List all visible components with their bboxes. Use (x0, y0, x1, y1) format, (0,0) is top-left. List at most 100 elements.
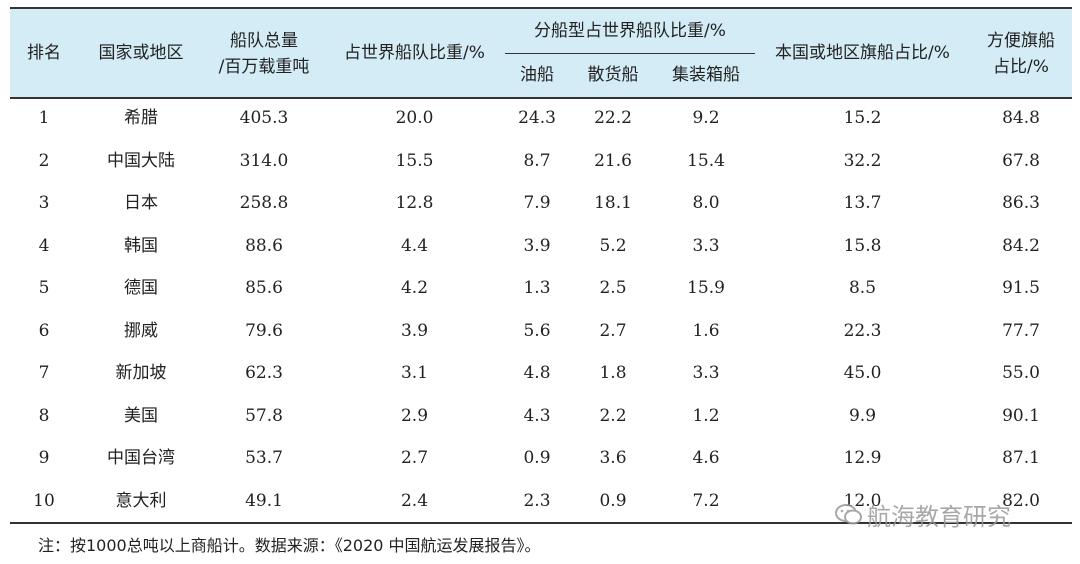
header-foc-line1: 方便旗船 (987, 31, 1055, 51)
cell-oil: 0.9 (523, 448, 551, 468)
header-foc-line2: 占比/% (993, 57, 1049, 77)
wechat-icon (835, 503, 863, 533)
table-row: 5 德国 85.6 4.2 1.3 2.5 15.9 8.5 91.5 (10, 267, 1072, 309)
header-country: 国家或地区 (98, 43, 184, 63)
cell-oil: 24.3 (518, 108, 556, 128)
cell-fleet: 57.8 (245, 405, 283, 426)
table-bottom-rule (10, 522, 1072, 524)
cell-container: 15.9 (687, 278, 725, 298)
table-row: 1 希腊 405.3 20.0 24.3 22.2 9.2 15.2 84.8 (10, 97, 1072, 139)
cell-name: 中国大陆 (107, 150, 175, 171)
cell-bulk: 2.5 (599, 278, 627, 298)
cell-share: 3.1 (400, 363, 429, 383)
cell-oil: 7.9 (523, 193, 551, 213)
cell-foc: 91.5 (1002, 278, 1040, 298)
cell-bulk: 1.8 (599, 363, 627, 383)
cell-oil: 8.7 (523, 150, 551, 171)
cell-rank: 6 (38, 320, 50, 341)
table-note: 注：按1000总吨以上商船计。数据来源：《2020 中国航运发展报告》。 (38, 536, 541, 555)
cell-name: 日本 (124, 193, 158, 213)
cell-bulk: 0.9 (599, 490, 627, 511)
cell-container: 15.4 (687, 150, 725, 171)
cell-share: 20.0 (395, 108, 434, 128)
cell-bulk: 22.2 (594, 108, 632, 128)
cell-fleet: 314.0 (239, 150, 289, 171)
table-row: 2 中国大陆 314.0 15.5 8.7 21.6 15.4 32.2 67.8 (10, 140, 1072, 182)
cell-fleet: 49.1 (245, 490, 283, 511)
cell-rank: 4 (38, 235, 50, 256)
cell-rank: 8 (38, 405, 50, 426)
cell-share: 3.9 (400, 320, 429, 341)
cell-fleet: 85.6 (245, 278, 283, 298)
cell-bulk: 18.1 (594, 193, 632, 213)
cell-rank: 10 (33, 490, 55, 511)
cell-container: 3.3 (692, 363, 720, 383)
cell-container: 9.2 (692, 108, 720, 128)
cell-container: 1.2 (692, 405, 720, 426)
cell-domestic: 15.8 (843, 235, 882, 256)
cell-rank: 3 (38, 193, 50, 213)
header-bulk: 散货船 (587, 65, 639, 85)
cell-oil: 2.3 (523, 490, 551, 511)
cell-share: 4.2 (400, 278, 429, 298)
header-domestic-flag: 本国或地区旗船占比/% (775, 43, 950, 63)
cell-foc: 67.8 (1002, 150, 1040, 171)
header-oil: 油船 (520, 65, 554, 85)
table-row: 6 挪威 79.6 3.9 5.6 2.7 1.6 22.3 77.7 (10, 310, 1072, 352)
cell-domestic: 8.5 (848, 278, 877, 298)
cell-fleet: 258.8 (239, 193, 289, 213)
cell-oil: 1.3 (523, 278, 551, 298)
cell-share: 2.9 (400, 405, 429, 426)
cell-fleet: 405.3 (239, 108, 289, 128)
cell-share: 12.8 (395, 193, 434, 213)
header-fleet-line1: 船队总量 (230, 31, 298, 51)
cell-fleet: 88.6 (245, 235, 283, 256)
cell-domestic: 12.0 (843, 490, 882, 511)
cell-container: 8.0 (692, 193, 720, 213)
cell-fleet: 53.7 (245, 448, 283, 468)
cell-rank: 7 (38, 363, 50, 383)
cell-domestic: 9.9 (848, 405, 877, 426)
cell-container: 3.3 (692, 235, 720, 256)
cell-name: 韩国 (124, 235, 158, 256)
cell-foc: 86.3 (1002, 193, 1040, 213)
table-row: 3 日本 258.8 12.8 7.9 18.1 8.0 13.7 86.3 (10, 182, 1072, 224)
cell-rank: 2 (38, 150, 50, 171)
cell-container: 7.2 (692, 490, 720, 511)
cell-bulk: 5.2 (599, 235, 627, 256)
cell-domestic: 45.0 (843, 363, 882, 383)
cell-foc: 84.2 (1002, 235, 1040, 256)
cell-domestic: 12.9 (843, 448, 882, 468)
cell-container: 1.6 (692, 320, 720, 341)
cell-rank: 5 (38, 278, 50, 298)
cell-share: 4.4 (400, 235, 429, 256)
cell-foc: 84.8 (1002, 108, 1040, 128)
cell-foc: 87.1 (1002, 448, 1040, 468)
cell-name: 中国台湾 (107, 448, 175, 468)
cell-rank: 1 (38, 108, 50, 128)
watermark: 航海教育研究 (835, 497, 1011, 533)
cell-name: 新加坡 (115, 363, 167, 383)
cell-foc: 82.0 (1002, 490, 1040, 511)
header-by-type: 分船型占世界船队比重/% (534, 21, 726, 41)
table-row: 7 新加坡 62.3 3.1 4.8 1.8 3.3 45.0 55.0 (10, 352, 1072, 394)
cell-oil: 5.6 (523, 320, 551, 341)
table-row: 4 韩国 88.6 4.4 3.9 5.2 3.3 15.8 84.2 (10, 225, 1072, 267)
header-fleet-line2: /百万载重吨 (218, 57, 310, 77)
cell-share: 15.5 (395, 150, 434, 171)
cell-bulk: 2.2 (599, 405, 627, 426)
cell-foc: 55.0 (1002, 363, 1040, 383)
header-share-world: 占世界船队比重/% (344, 43, 485, 63)
cell-oil: 4.3 (523, 405, 551, 426)
header-container: 集装箱船 (672, 65, 740, 85)
cell-rank: 9 (38, 448, 50, 468)
cell-domestic: 13.7 (843, 193, 882, 213)
cell-domestic: 15.2 (843, 108, 882, 128)
cell-oil: 3.9 (523, 235, 551, 256)
cell-foc: 90.1 (1002, 405, 1040, 426)
cell-container: 4.6 (692, 448, 720, 468)
header-rank: 排名 (27, 43, 61, 63)
cell-name: 挪威 (124, 320, 158, 341)
cell-name: 意大利 (115, 490, 167, 511)
cell-name: 美国 (124, 405, 158, 426)
